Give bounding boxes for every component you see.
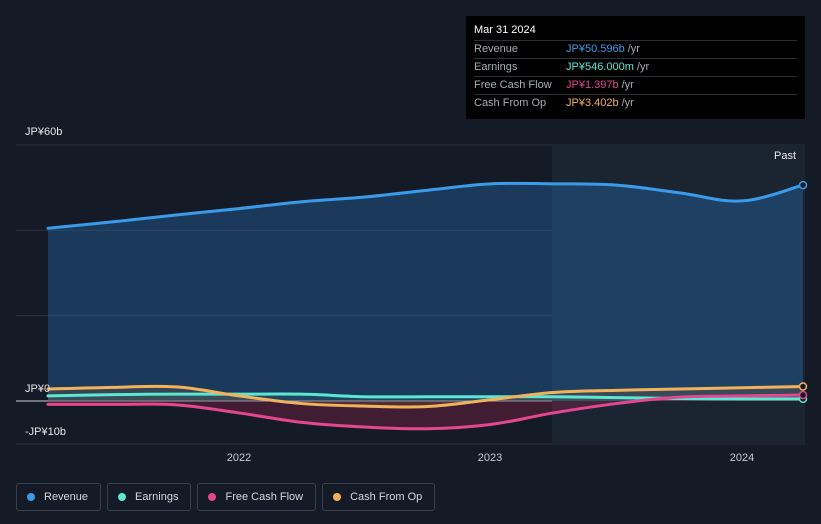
legend-label: Free Cash Flow bbox=[225, 491, 304, 503]
legend-dot-icon bbox=[333, 493, 342, 501]
tooltip-row-free-cash-flow: Free Cash Flow JP¥1.397b /yr bbox=[474, 76, 797, 94]
chart-legend: Revenue Earnings Free Cash Flow Cash Fro… bbox=[16, 483, 436, 511]
series-area-revenue bbox=[48, 183, 803, 401]
series-line-cash-from-op bbox=[46, 384, 805, 409]
y-axis-bottom-label: -JP¥10b bbox=[25, 426, 66, 438]
series-line-free-cash-flow bbox=[46, 393, 805, 431]
tooltip-row-earnings: Earnings JP¥546.000m /yr bbox=[474, 58, 797, 76]
tooltip-row-unit: /yr bbox=[636, 61, 650, 73]
end-marker-cash-from-op bbox=[798, 382, 808, 391]
legend-item-revenue[interactable]: Revenue bbox=[16, 483, 102, 511]
tooltip-row-unit: /yr bbox=[627, 43, 640, 55]
tooltip-row-revenue: Revenue JP¥50.596b /yr bbox=[474, 40, 797, 58]
tooltip-date: Mar 31 2024 bbox=[474, 24, 536, 36]
legend-dot-icon bbox=[118, 493, 127, 501]
y-axis-top-label: JP¥60b bbox=[25, 126, 63, 138]
legend-item-free-cash-flow[interactable]: Free Cash Flow bbox=[197, 483, 317, 511]
y-axis-zero-label: JP¥0 bbox=[25, 383, 51, 395]
tooltip-row-label: Earnings bbox=[474, 61, 518, 73]
end-marker-revenue bbox=[798, 180, 808, 190]
legend-label: Cash From Op bbox=[350, 491, 423, 503]
tooltip-row-label: Revenue bbox=[474, 43, 519, 55]
data-tooltip: Mar 31 2024 Revenue JP¥50.596b /yr Earni… bbox=[466, 16, 805, 119]
series-line-revenue bbox=[46, 181, 805, 230]
x-tick-2024: 2024 bbox=[729, 452, 755, 464]
legend-item-cash-from-op[interactable]: Cash From Op bbox=[322, 483, 436, 511]
tooltip-row-value: JP¥1.397b bbox=[566, 79, 619, 91]
legend-dot-icon bbox=[208, 493, 217, 501]
tooltip-row-label: Free Cash Flow bbox=[474, 79, 552, 91]
tooltip-row-label: Cash From Op bbox=[474, 97, 547, 109]
series-end-markers bbox=[798, 180, 808, 404]
tooltip-row-unit: /yr bbox=[621, 97, 634, 109]
legend-label: Revenue bbox=[44, 491, 89, 503]
tooltip-row-value: JP¥546.000m bbox=[566, 61, 634, 73]
x-tick-2023: 2023 bbox=[477, 452, 503, 464]
legend-item-earnings[interactable]: Earnings bbox=[107, 483, 192, 511]
series-lines bbox=[46, 181, 805, 431]
legend-label: Earnings bbox=[135, 491, 179, 503]
tooltip-row-value: JP¥50.596b bbox=[566, 43, 625, 55]
tooltip-row-cash-from-op: Cash From Op JP¥3.402b /yr bbox=[474, 94, 797, 112]
end-marker-free-cash-flow bbox=[798, 390, 808, 400]
tooltip-row-value: JP¥3.402b bbox=[566, 97, 619, 109]
tooltip-row-unit: /yr bbox=[621, 79, 634, 91]
series-areas bbox=[48, 183, 803, 429]
x-tick-2022: 2022 bbox=[226, 452, 252, 464]
past-label: Past bbox=[774, 150, 797, 162]
legend-dot-icon bbox=[27, 493, 35, 501]
